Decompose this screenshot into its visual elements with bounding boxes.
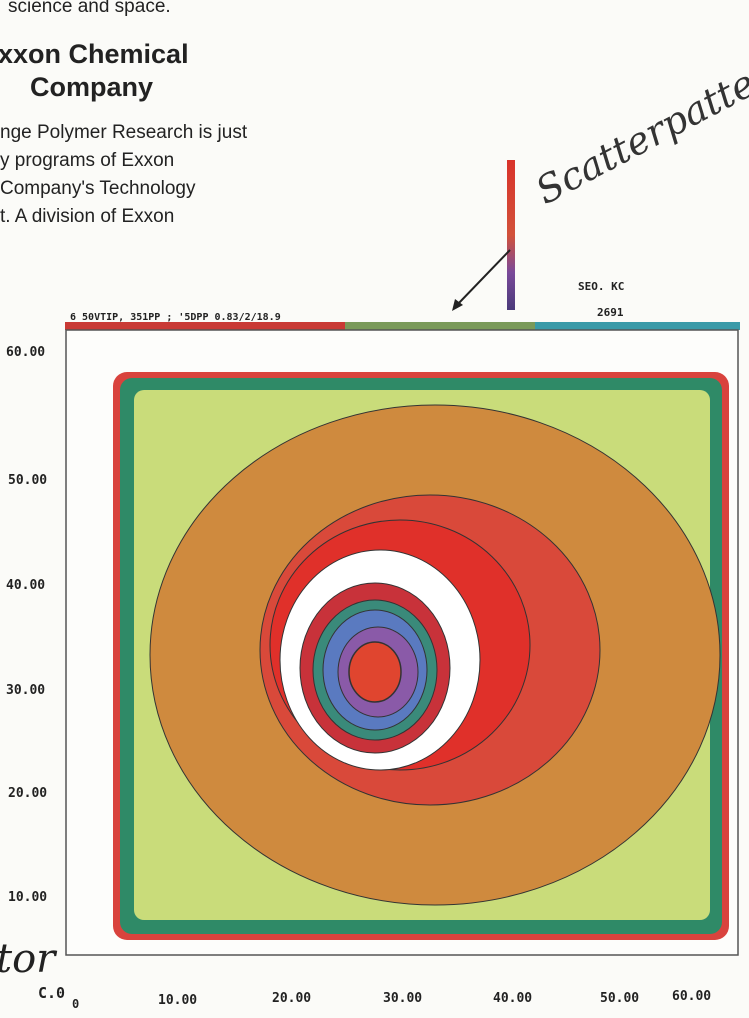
arrow [457, 250, 510, 305]
x-tick-label: 10.00 [158, 993, 197, 1008]
plot-header: 6 50VTIP, 351PP ; '5DPP 0.83/2/18.9 [70, 312, 281, 323]
body-line: Company's Technology [0, 178, 196, 199]
page: science and space. xxon Chemical Company… [0, 0, 749, 1018]
y-tick-label: 40.00 [6, 578, 45, 593]
body-line: y programs of Exxon [0, 150, 174, 171]
y-tick-label: 50.00 [8, 473, 47, 488]
sequence-number: 2691 [597, 306, 624, 319]
x-tick-label: 20.00 [272, 991, 311, 1006]
headline: Company [30, 72, 153, 102]
origin-label: C.0 [38, 984, 65, 1002]
y-tick-label: 20.00 [8, 786, 47, 801]
x-tick-label: 40.00 [493, 991, 532, 1006]
headline: xxon Chemical [0, 39, 189, 69]
intro-text: science and space. [8, 0, 171, 17]
caption: Scatterpattern [529, 41, 749, 213]
contour-core [349, 642, 401, 702]
color-strip [507, 160, 515, 310]
x-tick-label: 50.00 [600, 991, 639, 1006]
y-tick-label: 10.00 [8, 890, 47, 905]
y-tick-label: 30.00 [6, 683, 45, 698]
body-line: t. A division of Exxon [0, 206, 174, 227]
origin-zero: 0 [72, 997, 79, 1011]
scan: science and space. xxon Chemical Company… [0, 0, 749, 1018]
y-tick-label: 60.00 [6, 345, 45, 360]
body-line: nge Polymer Research is just [0, 122, 248, 143]
sequence-label: SEO. KC [578, 280, 624, 293]
x-tick-label: 30.00 [383, 991, 422, 1006]
band [65, 322, 345, 330]
band [535, 322, 740, 330]
band [345, 322, 535, 330]
x-tick-label: 60.00 [672, 989, 711, 1004]
signature: tor [0, 936, 58, 982]
